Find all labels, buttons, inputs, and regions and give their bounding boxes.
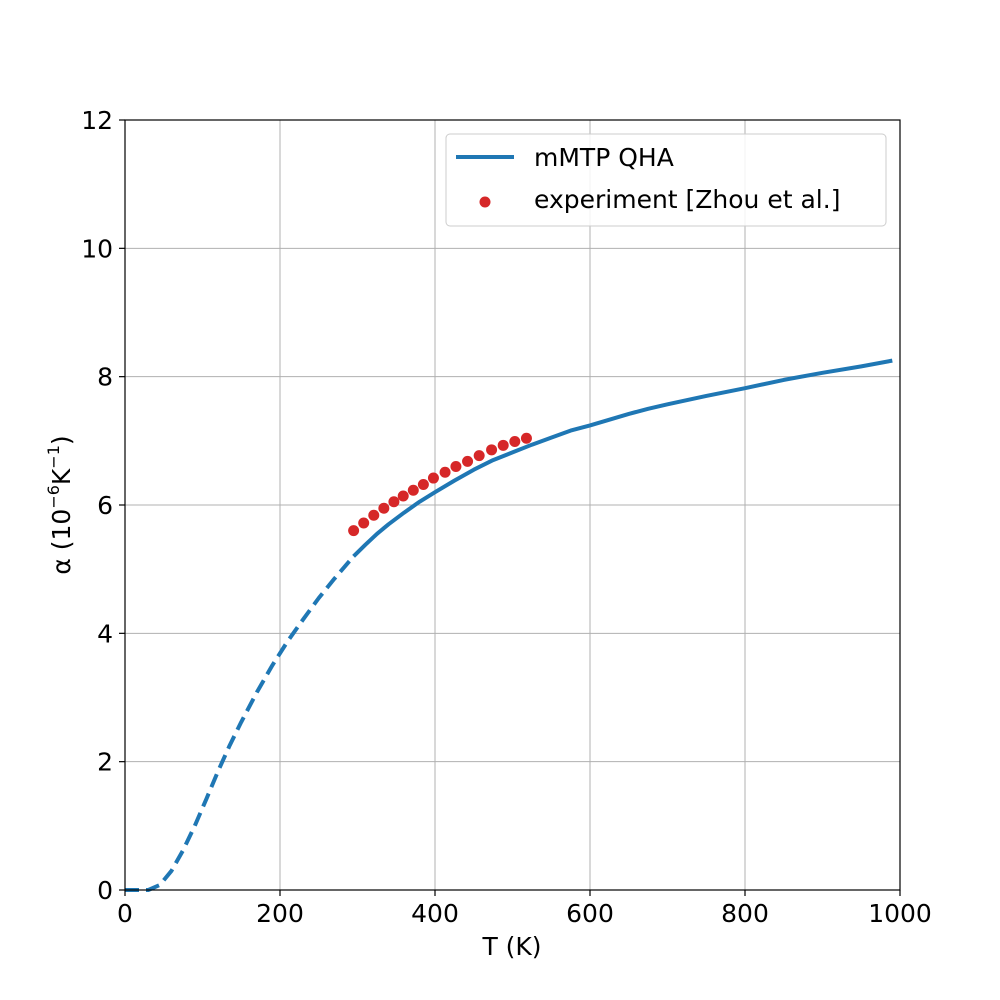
y-tick-label: 0 [97, 876, 113, 905]
y-axis-label: α (10−6K−1) [44, 435, 76, 574]
x-tick-label: 200 [256, 899, 304, 928]
series-mmtp-qha-dashed [125, 554, 356, 892]
x-tick-label: 600 [566, 899, 614, 928]
legend-label-experiment: experiment [Zhou et al.] [534, 185, 840, 214]
x-tick-label: 800 [721, 899, 769, 928]
experiment-point [397, 490, 409, 502]
y-tick-label: 12 [81, 106, 113, 135]
x-tick-label: 0 [117, 899, 133, 928]
experiment-point [473, 450, 485, 462]
experiment-point [388, 496, 400, 508]
ticks: 0 200 400 600 800 1000 0 2 4 6 8 10 12 [81, 106, 932, 928]
series-mmtp-qha-solid [352, 358, 893, 558]
grid [124, 119, 901, 891]
y-tick-label: 4 [97, 619, 113, 648]
experiment-point [407, 484, 419, 496]
experiment-point [427, 472, 439, 484]
experiment-point [378, 502, 390, 514]
experiment-point [439, 466, 451, 478]
legend-dot-swatch [479, 196, 491, 208]
x-tick-label: 1000 [868, 899, 932, 928]
y-axis-label-exponent-1: −6 [44, 485, 63, 509]
y-tick-label: 8 [97, 363, 113, 392]
y-tick-label: 10 [81, 234, 113, 263]
experiment-point [358, 517, 370, 529]
experiment-point [486, 444, 498, 456]
x-axis-label: T (K) [481, 932, 541, 961]
legend: mMTP QHA experiment [Zhou et al.] [445, 133, 887, 227]
y-tick-label: 2 [97, 748, 113, 777]
plot-area [125, 358, 893, 892]
experiment-point [462, 455, 474, 467]
y-axis-label-suffix: ) [47, 435, 76, 445]
legend-box [445, 133, 887, 227]
y-axis-label-exponent-2: −1 [44, 445, 63, 469]
x-tick-label: 400 [411, 899, 459, 928]
experiment-point [509, 435, 521, 447]
y-axis-label-unit: K [47, 468, 76, 485]
y-tick-label: 6 [97, 491, 113, 520]
experiment-point [497, 439, 509, 451]
experiment-point [348, 525, 360, 537]
experiment-point [368, 509, 380, 521]
experiment-point [417, 478, 429, 490]
legend-label-model: mMTP QHA [534, 143, 674, 172]
experiment-point [450, 461, 462, 472]
y-axis-label-prefix: α (10 [47, 509, 76, 575]
experiment-point [520, 432, 532, 444]
